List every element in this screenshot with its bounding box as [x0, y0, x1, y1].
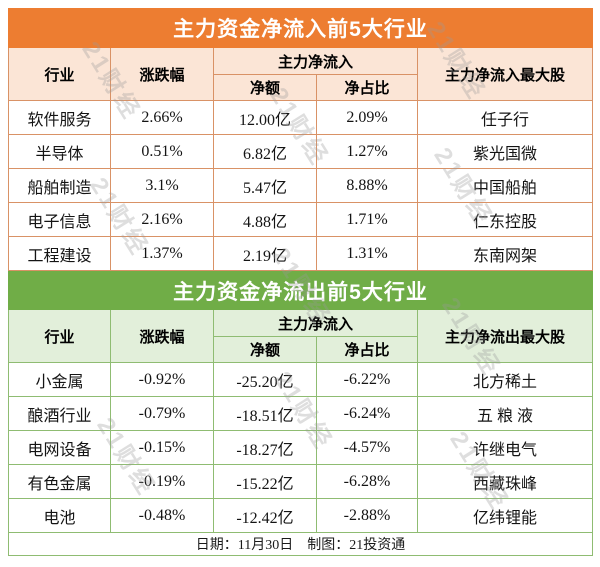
cell-top-stock: 亿纬锂能 [416, 498, 594, 533]
table-row: 电网设备 -0.15% -18.27亿 -4.57% 许继电气 [8, 430, 594, 465]
tables-container: 主力资金净流入前5大行业 行业 涨跌幅 主力净流入 主力净流入最大股 净额 净占… [7, 8, 594, 556]
cell-change: 0.51% [110, 134, 214, 169]
outflow-table-title: 主力资金净流出前5大行业 [7, 271, 594, 310]
cell-industry: 酿酒行业 [8, 396, 111, 431]
cell-industry: 电池 [8, 498, 111, 533]
cell-top-stock: 五 粮 液 [416, 396, 594, 431]
cell-change: -0.92% [110, 362, 214, 397]
inflow-header-flow-group: 主力净流入 [213, 47, 418, 75]
cell-industry: 有色金属 [8, 464, 111, 499]
cell-top-stock: 仁东控股 [416, 202, 594, 237]
cell-net-ratio: 1.27% [316, 134, 418, 169]
inflow-header-net-amount: 净额 [213, 74, 317, 101]
table-row: 有色金属 -0.19% -15.22亿 -6.28% 西藏珠峰 [8, 464, 594, 499]
cell-net-amount: 12.00亿 [213, 100, 317, 135]
outflow-header-net-ratio: 净占比 [316, 336, 418, 363]
cell-net-amount: 5.47亿 [213, 168, 317, 203]
cell-industry: 软件服务 [8, 100, 111, 135]
cell-net-amount: 4.88亿 [213, 202, 317, 237]
inflow-table: 主力资金净流入前5大行业 行业 涨跌幅 主力净流入 主力净流入最大股 净额 净占… [7, 8, 594, 271]
cell-industry: 电子信息 [8, 202, 111, 237]
inflow-header-top-stock: 主力净流入最大股 [416, 47, 594, 101]
cell-net-ratio: -6.28% [316, 464, 418, 499]
cell-net-ratio: -4.57% [316, 430, 418, 465]
footer-date: 日期：11月30日 [195, 538, 294, 553]
inflow-header-net-ratio: 净占比 [316, 74, 418, 101]
cell-change: -0.79% [110, 396, 214, 431]
cell-net-amount: 6.82亿 [213, 134, 317, 169]
inflow-header-industry: 行业 [8, 47, 111, 101]
inflow-header-row: 行业 涨跌幅 主力净流入 主力净流入最大股 [8, 47, 594, 101]
inflow-subheader-row: 净额 净占比 [9, 74, 593, 101]
table-row: 船舶制造 3.1% 5.47亿 8.88% 中国船舶 [8, 168, 594, 203]
outflow-header-change: 涨跌幅 [110, 309, 214, 363]
table-row: 电子信息 2.16% 4.88亿 1.71% 仁东控股 [8, 202, 594, 237]
table-row: 半导体 0.51% 6.82亿 1.27% 紫光国微 [8, 134, 594, 169]
table-row: 小金属 -0.92% -25.20亿 -6.22% 北方稀土 [8, 362, 594, 397]
cell-change: 1.37% [110, 236, 214, 271]
footer-note: 日期：11月30日 制图：21投资通 [7, 532, 594, 556]
cell-top-stock: 任子行 [416, 100, 594, 135]
outflow-header-flow-group: 主力净流入 [213, 309, 418, 337]
outflow-header-top-stock: 主力净流出最大股 [416, 309, 594, 363]
cell-top-stock: 北方稀土 [416, 362, 594, 397]
cell-net-ratio: 2.09% [316, 100, 418, 135]
cell-net-amount: 2.19亿 [213, 236, 317, 271]
outflow-header-industry: 行业 [8, 309, 111, 363]
cell-change: 2.16% [110, 202, 214, 237]
table-row: 软件服务 2.66% 12.00亿 2.09% 任子行 [8, 100, 594, 135]
cell-top-stock: 紫光国微 [416, 134, 594, 169]
inflow-header-change: 涨跌幅 [110, 47, 214, 101]
footer-row: 日期：11月30日 制图：21投资通 [7, 532, 594, 556]
cell-change: 3.1% [110, 168, 214, 203]
cell-net-amount: -15.22亿 [213, 464, 317, 499]
cell-industry: 小金属 [8, 362, 111, 397]
cell-top-stock: 中国船舶 [416, 168, 594, 203]
cell-industry: 工程建设 [8, 236, 111, 271]
outflow-title-row: 主力资金净流出前5大行业 [7, 271, 594, 310]
cell-change: 2.66% [110, 100, 214, 135]
inflow-table-title: 主力资金净流入前5大行业 [7, 8, 594, 48]
outflow-header-row: 行业 涨跌幅 主力净流入 主力净流出最大股 [8, 309, 594, 363]
cell-net-ratio: 1.71% [316, 202, 418, 237]
cell-net-ratio: 8.88% [316, 168, 418, 203]
inflow-title-row: 主力资金净流入前5大行业 [7, 8, 594, 48]
cell-change: -0.48% [110, 498, 214, 533]
cell-net-ratio: -2.88% [316, 498, 418, 533]
cell-top-stock: 西藏珠峰 [416, 464, 594, 499]
cell-net-amount: -18.27亿 [213, 430, 317, 465]
table-row: 工程建设 1.37% 2.19亿 1.31% 东南网架 [8, 236, 594, 271]
cell-net-ratio: 1.31% [316, 236, 418, 271]
cell-net-ratio: -6.24% [316, 396, 418, 431]
cell-change: -0.15% [110, 430, 214, 465]
outflow-header-net-amount: 净额 [213, 336, 317, 363]
cell-net-amount: -25.20亿 [213, 362, 317, 397]
cell-change: -0.19% [110, 464, 214, 499]
cell-industry: 船舶制造 [8, 168, 111, 203]
cell-net-ratio: -6.22% [316, 362, 418, 397]
table-row: 电池 -0.48% -12.42亿 -2.88% 亿纬锂能 [8, 498, 594, 533]
cell-net-amount: -18.51亿 [213, 396, 317, 431]
outflow-table: 主力资金净流出前5大行业 行业 涨跌幅 主力净流入 主力净流出最大股 净额 净占… [7, 271, 594, 556]
cell-net-amount: -12.42亿 [213, 498, 317, 533]
footer-credit: 制图：21投资通 [307, 538, 406, 553]
cell-top-stock: 东南网架 [416, 236, 594, 271]
cell-industry: 半导体 [8, 134, 111, 169]
cell-top-stock: 许继电气 [416, 430, 594, 465]
cell-industry: 电网设备 [8, 430, 111, 465]
table-row: 酿酒行业 -0.79% -18.51亿 -6.24% 五 粮 液 [8, 396, 594, 431]
